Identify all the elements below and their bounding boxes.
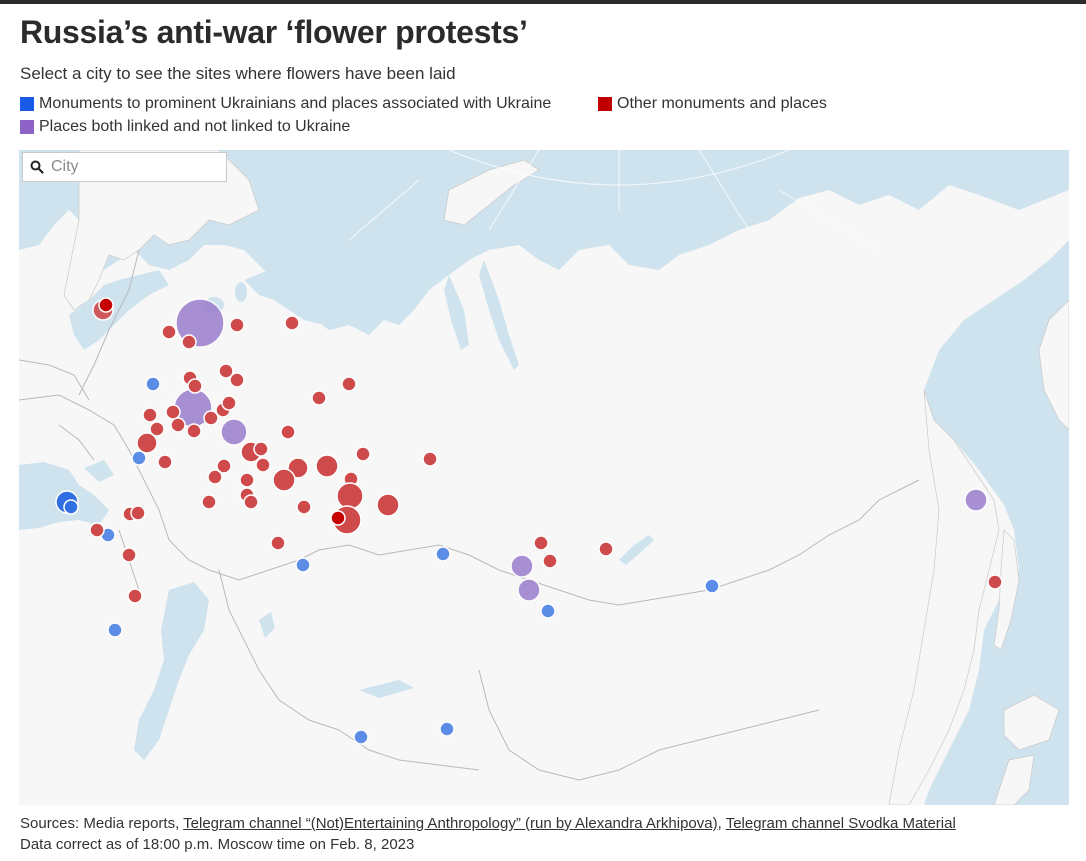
marker-red[interactable] — [336, 482, 364, 510]
scandinavia — [63, 150, 260, 311]
source-link-anthropology[interactable]: Telegram channel “(Not)Entertaining Anth… — [183, 815, 718, 832]
marker-red[interactable] — [239, 472, 255, 488]
marker-red[interactable] — [187, 378, 203, 394]
marker-red[interactable] — [218, 363, 234, 379]
marker-blue[interactable] — [540, 603, 556, 619]
marker-red[interactable] — [229, 317, 245, 333]
marker-blue[interactable] — [295, 557, 311, 573]
country-borders — [19, 249, 920, 781]
search-input[interactable] — [51, 158, 211, 176]
search-icon — [23, 152, 51, 182]
lake-balkhash — [359, 680, 414, 698]
marker-red[interactable] — [157, 454, 173, 470]
graticule — [348, 150, 880, 251]
marker-purple[interactable] — [517, 578, 541, 602]
marker-red[interactable] — [987, 574, 1003, 590]
marker-blue[interactable] — [704, 578, 720, 594]
sources-line: Sources: Media reports, Telegram channel… — [20, 815, 956, 832]
sources-separator: , — [717, 815, 726, 832]
yenisei-gulf — [479, 260, 519, 370]
marker-red[interactable] — [216, 458, 232, 474]
legend-swatch-blue — [20, 97, 34, 111]
caspian-sea — [134, 582, 209, 760]
marker-red[interactable] — [255, 457, 271, 473]
marker-red[interactable] — [207, 469, 223, 485]
legend-item-both: Places both linked and not linked to Ukr… — [20, 118, 350, 136]
honshu — [993, 754, 1035, 805]
sea-of-azov — [84, 460, 114, 482]
source-link-svodka[interactable]: Telegram channel Svodka Material — [725, 815, 956, 832]
legend-label: Places both linked and not linked to Ukr… — [39, 118, 351, 135]
lake-baikal — [619, 535, 654, 565]
marker-red[interactable] — [330, 510, 346, 526]
marker-red[interactable] — [284, 315, 300, 331]
marker-blue[interactable] — [63, 499, 79, 515]
legend-swatch-red — [598, 97, 612, 111]
city-search[interactable] — [22, 152, 227, 182]
marker-blue[interactable] — [145, 376, 161, 392]
marker-red[interactable] — [296, 499, 312, 515]
marker-blue[interactable] — [353, 729, 369, 745]
lake-onega — [235, 282, 247, 302]
legend-item-ukraine: Monuments to prominent Ukrainians and pl… — [20, 95, 551, 113]
marker-red[interactable] — [311, 390, 327, 406]
marker-red[interactable] — [533, 535, 549, 551]
marker-red[interactable] — [149, 421, 165, 437]
legend-label: Monuments to prominent Ukrainians and pl… — [39, 95, 552, 112]
legend-swatch-purple — [20, 120, 34, 134]
sea-of-okhotsk — [924, 240, 1069, 805]
marker-red[interactable] — [201, 494, 217, 510]
marker-blue[interactable] — [107, 622, 123, 638]
white-sea — [244, 270, 339, 325]
kamchatka — [1038, 299, 1069, 431]
legend-label: Other monuments and places — [617, 95, 827, 112]
hokkaido — [1003, 694, 1060, 751]
data-note: Data correct as of 18:00 p.m. Moscow tim… — [20, 836, 415, 853]
marker-purple[interactable] — [220, 418, 248, 446]
markers — [55, 297, 1003, 745]
marker-red[interactable] — [136, 432, 158, 454]
marker-red[interactable] — [598, 541, 614, 557]
marker-red[interactable] — [221, 395, 237, 411]
marker-red[interactable] — [161, 324, 177, 340]
map[interactable] — [19, 150, 1069, 805]
marker-red[interactable] — [341, 376, 357, 392]
aral-sea — [259, 612, 275, 638]
top-rule — [0, 0, 1086, 4]
marker-red[interactable] — [186, 423, 202, 439]
subtitle: Select a city to see the sites where flo… — [20, 64, 456, 83]
marker-red[interactable] — [253, 441, 269, 457]
marker-red[interactable] — [165, 404, 181, 420]
legend-item-other: Other monuments and places — [598, 95, 827, 113]
marker-red[interactable] — [542, 553, 558, 569]
marker-red[interactable] — [89, 522, 105, 538]
marker-red[interactable] — [272, 468, 296, 492]
marker-red[interactable] — [121, 547, 137, 563]
marker-red[interactable] — [315, 454, 339, 478]
marker-red[interactable] — [170, 417, 186, 433]
marker-red[interactable] — [229, 372, 245, 388]
marker-red[interactable] — [376, 493, 400, 517]
marker-blue[interactable] — [439, 721, 455, 737]
marker-red[interactable] — [280, 424, 296, 440]
marker-red[interactable] — [243, 494, 259, 510]
marker-red[interactable] — [355, 446, 371, 462]
novaya-zemlya — [443, 159, 540, 226]
marker-red[interactable] — [130, 505, 146, 521]
page-title: Russia’s anti-war ‘flower protests’ — [20, 14, 528, 50]
marker-red[interactable] — [142, 407, 158, 423]
marker-red[interactable] — [422, 451, 438, 467]
marker-red[interactable] — [98, 297, 114, 313]
marker-purple[interactable] — [964, 488, 988, 512]
marker-blue[interactable] — [131, 450, 147, 466]
marker-red[interactable] — [181, 334, 197, 350]
marker-red[interactable] — [203, 410, 219, 426]
marker-red[interactable] — [127, 588, 143, 604]
marker-purple[interactable] — [510, 554, 534, 578]
sources-prefix: Sources: Media reports, — [20, 815, 184, 832]
gulf-of-ob — [444, 275, 469, 350]
marker-red[interactable] — [270, 535, 286, 551]
marker-blue[interactable] — [435, 546, 451, 562]
